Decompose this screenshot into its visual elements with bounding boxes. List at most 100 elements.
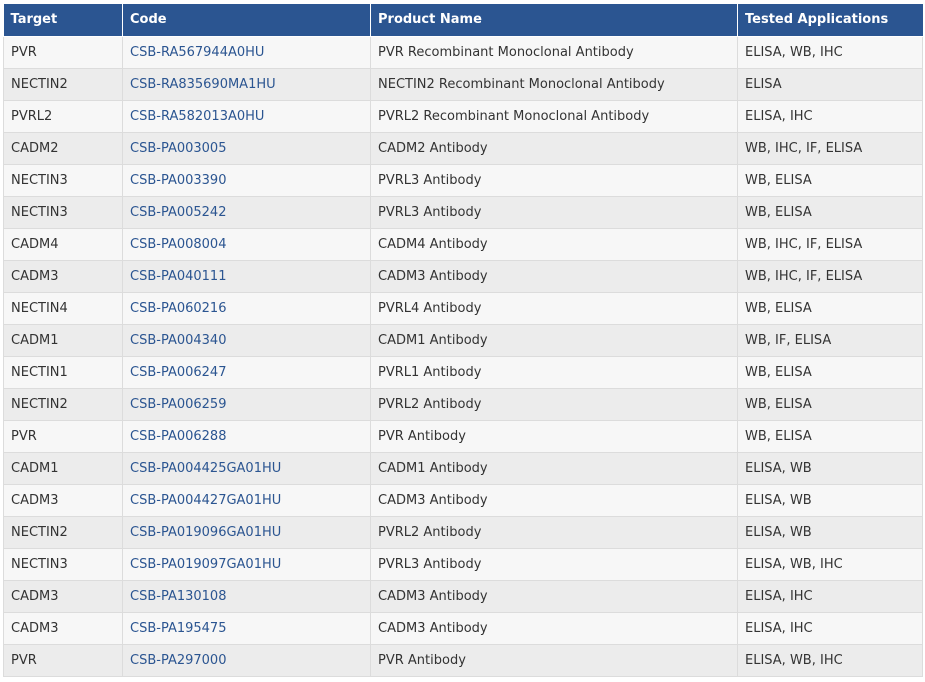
cell-product-name: CADM1 Antibody <box>370 451 738 485</box>
cell-product-name: PVRL3 Antibody <box>370 195 738 229</box>
cell-code-link[interactable]: CSB-PA006247 <box>122 355 371 389</box>
cell-tested-applications: ELISA, IHC <box>737 579 923 613</box>
table-row: CADM4 CSB-PA008004 CADM4 Antibody WB, IHC, … <box>3 227 923 261</box>
table-row: CADM3 CSB-PA040111 CADM3 Antibody WB, IHC, … <box>3 259 923 293</box>
table-row: NECTIN3 CSB-PA003390 PVRL3 Antibody WB, ELI… <box>3 163 923 197</box>
cell-target: NECTIN3 <box>3 547 123 581</box>
cell-tested-applications: WB, IF, ELISA <box>737 323 923 357</box>
cell-tested-applications: ELISA, WB <box>737 483 923 517</box>
table-row: CADM3 CSB-PA130108 CADM3 Antibody ELISA, IH… <box>3 579 923 613</box>
cell-target: NECTIN3 <box>3 163 123 197</box>
cell-product-name: PVRL2 Recombinant Monoclonal Antibody <box>370 99 738 133</box>
cell-tested-applications: WB, IHC, IF, ELISA <box>737 259 923 293</box>
cell-product-name: NECTIN2 Recombinant Monoclonal Antibody <box>370 67 738 101</box>
cell-code-link[interactable]: CSB-PA004340 <box>122 323 371 357</box>
cell-target: PVR <box>3 35 123 69</box>
table-row: CADM2 CSB-PA003005 CADM2 Antibody WB, IHC, … <box>3 131 923 165</box>
cell-target: CADM3 <box>3 483 123 517</box>
table-row: PVR CSB-RA567944A0HU PVR Recombinant Monoc… <box>3 35 923 69</box>
cell-target: CADM1 <box>3 451 123 485</box>
cell-code-link[interactable]: CSB-PA060216 <box>122 291 371 325</box>
cell-code-link[interactable]: CSB-PA130108 <box>122 579 371 613</box>
header-code: Code <box>122 4 371 37</box>
cell-code-link[interactable]: CSB-PA040111 <box>122 259 371 293</box>
cell-tested-applications: ELISA, IHC <box>737 99 923 133</box>
header-tested-applications: Tested Applications <box>737 4 923 37</box>
cell-tested-applications: WB, ELISA <box>737 387 923 421</box>
cell-target: NECTIN1 <box>3 355 123 389</box>
cell-product-name: CADM3 Antibody <box>370 483 738 517</box>
cell-product-name: PVRL3 Antibody <box>370 163 738 197</box>
cell-target: PVRL2 <box>3 99 123 133</box>
cell-target: NECTIN2 <box>3 387 123 421</box>
cell-product-name: PVRL4 Antibody <box>370 291 738 325</box>
cell-target: CADM3 <box>3 611 123 645</box>
table-row: NECTIN4 CSB-PA060216 PVRL4 Antibody WB, ELI… <box>3 291 923 325</box>
cell-target: NECTIN3 <box>3 195 123 229</box>
cell-code-link[interactable]: CSB-PA006259 <box>122 387 371 421</box>
cell-target: NECTIN2 <box>3 515 123 549</box>
cell-target: PVR <box>3 643 123 677</box>
cell-product-name: PVR Recombinant Monoclonal Antibody <box>370 35 738 69</box>
antibody-table: Target Code Product Name Tested Applicat… <box>3 4 923 677</box>
cell-target: CADM4 <box>3 227 123 261</box>
cell-product-name: CADM3 Antibody <box>370 579 738 613</box>
cell-tested-applications: WB, IHC, IF, ELISA <box>737 227 923 261</box>
cell-code-link[interactable]: CSB-PA005242 <box>122 195 371 229</box>
cell-code-link[interactable]: CSB-PA297000 <box>122 643 371 677</box>
table-body: PVR CSB-RA567944A0HU PVR Recombinant Monoc… <box>3 35 923 677</box>
cell-tested-applications: ELISA <box>737 67 923 101</box>
table-row: NECTIN2 CSB-PA019096GA01HU PVRL2 Antibody E… <box>3 515 923 549</box>
header-target: Target <box>3 4 123 37</box>
cell-product-name: PVRL3 Antibody <box>370 547 738 581</box>
cell-tested-applications: WB, ELISA <box>737 419 923 453</box>
table-row: NECTIN2 CSB-PA006259 PVRL2 Antibody WB, ELI… <box>3 387 923 421</box>
header-row: Target Code Product Name Tested Applicat… <box>3 4 923 37</box>
cell-code-link[interactable]: CSB-PA195475 <box>122 611 371 645</box>
table-row: CADM1 CSB-PA004340 CADM1 Antibody WB, IF, E… <box>3 323 923 357</box>
table-row: CADM3 CSB-PA195475 CADM3 Antibody ELISA, IH… <box>3 611 923 645</box>
header-product-name: Product Name <box>370 4 738 37</box>
table-header: Target Code Product Name Tested Applicat… <box>3 4 923 37</box>
table-row: NECTIN3 CSB-PA019097GA01HU PVRL3 Antibody E… <box>3 547 923 581</box>
cell-code-link[interactable]: CSB-RA835690MA1HU <box>122 67 371 101</box>
table-row: CADM1 CSB-PA004425GA01HU CADM1 Antibody ELI… <box>3 451 923 485</box>
cell-code-link[interactable]: CSB-PA019096GA01HU <box>122 515 371 549</box>
cell-product-name: CADM2 Antibody <box>370 131 738 165</box>
cell-target: CADM1 <box>3 323 123 357</box>
table-row: PVRL2 CSB-RA582013A0HU PVRL2 Recombinant M… <box>3 99 923 133</box>
cell-tested-applications: ELISA, WB <box>737 451 923 485</box>
cell-code-link[interactable]: CSB-PA003005 <box>122 131 371 165</box>
cell-product-name: PVRL1 Antibody <box>370 355 738 389</box>
table-row: PVR CSB-PA006288 PVR Antibody WB, ELISA <box>3 419 923 453</box>
cell-product-name: CADM3 Antibody <box>370 259 738 293</box>
antibody-table-container: Target Code Product Name Tested Applicat… <box>3 4 923 677</box>
cell-code-link[interactable]: CSB-RA582013A0HU <box>122 99 371 133</box>
cell-tested-applications: ELISA, WB, IHC <box>737 35 923 69</box>
table-row: CADM3 CSB-PA004427GA01HU CADM3 Antibody ELI… <box>3 483 923 517</box>
cell-target: CADM3 <box>3 259 123 293</box>
cell-target: CADM2 <box>3 131 123 165</box>
cell-code-link[interactable]: CSB-PA008004 <box>122 227 371 261</box>
table-row: PVR CSB-PA297000 PVR Antibody ELISA, WB, IH… <box>3 643 923 677</box>
cell-code-link[interactable]: CSB-PA003390 <box>122 163 371 197</box>
cell-product-name: PVR Antibody <box>370 419 738 453</box>
cell-code-link[interactable]: CSB-RA567944A0HU <box>122 35 371 69</box>
cell-target: CADM3 <box>3 579 123 613</box>
cell-tested-applications: WB, ELISA <box>737 355 923 389</box>
cell-code-link[interactable]: CSB-PA004427GA01HU <box>122 483 371 517</box>
cell-code-link[interactable]: CSB-PA004425GA01HU <box>122 451 371 485</box>
cell-product-name: PVRL2 Antibody <box>370 515 738 549</box>
cell-code-link[interactable]: CSB-PA006288 <box>122 419 371 453</box>
cell-tested-applications: ELISA, IHC <box>737 611 923 645</box>
cell-tested-applications: WB, ELISA <box>737 195 923 229</box>
cell-code-link[interactable]: CSB-PA019097GA01HU <box>122 547 371 581</box>
cell-tested-applications: ELISA, WB, IHC <box>737 547 923 581</box>
cell-target: PVR <box>3 419 123 453</box>
cell-tested-applications: ELISA, WB <box>737 515 923 549</box>
cell-tested-applications: WB, IHC, IF, ELISA <box>737 131 923 165</box>
table-row: NECTIN3 CSB-PA005242 PVRL3 Antibody WB, ELI… <box>3 195 923 229</box>
cell-tested-applications: ELISA, WB, IHC <box>737 643 923 677</box>
cell-product-name: CADM1 Antibody <box>370 323 738 357</box>
cell-product-name: CADM3 Antibody <box>370 611 738 645</box>
